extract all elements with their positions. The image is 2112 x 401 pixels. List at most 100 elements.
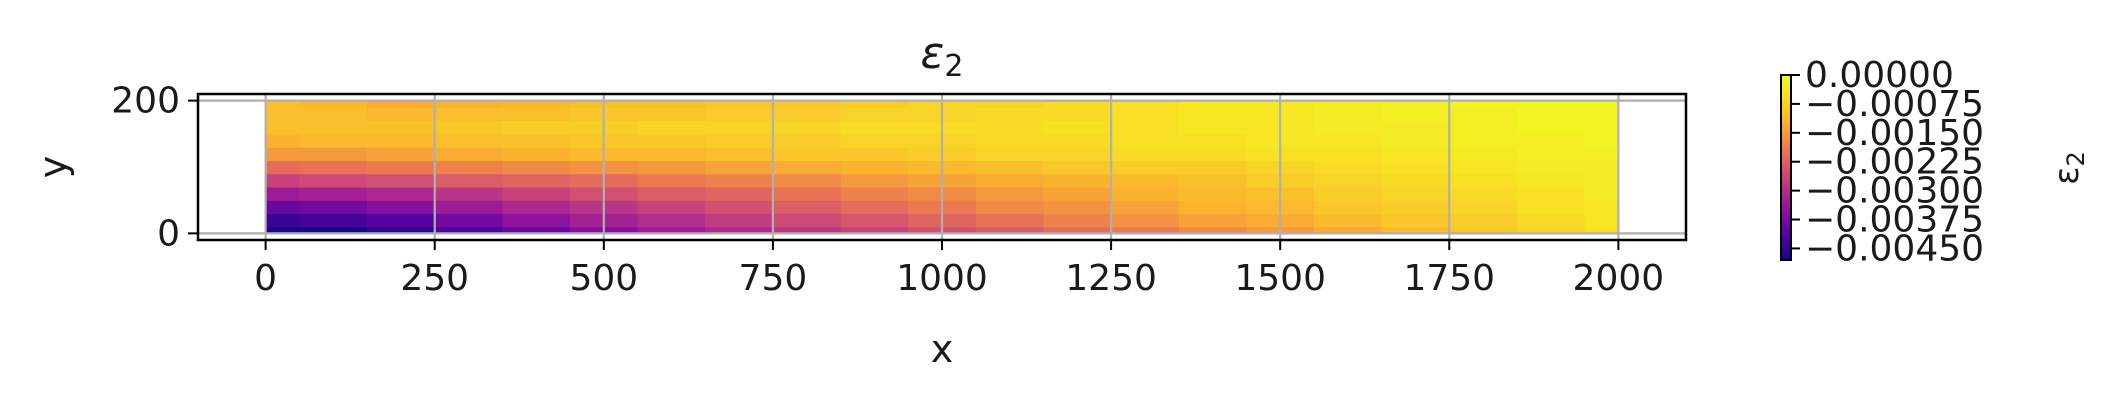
heatmap-cell (1314, 100, 1383, 108)
heatmap-cell (1314, 120, 1383, 135)
heatmap-cell (1314, 133, 1383, 148)
heatmap-cell (1178, 226, 1247, 234)
heatmap-cell (502, 133, 571, 148)
heatmap-cell (705, 147, 774, 161)
heatmap-cell (637, 213, 706, 228)
heatmap-cell (1043, 133, 1112, 148)
heatmap-cell (434, 100, 503, 108)
heatmap-cell (975, 120, 1045, 135)
heatmap-cell (1111, 100, 1180, 108)
heatmap-cell (1043, 120, 1112, 135)
heatmap-cell (434, 226, 503, 234)
x-tick-label: 0 (254, 258, 277, 299)
heatmap-cell (265, 226, 301, 234)
x-tick-label: 1500 (1234, 258, 1326, 299)
heatmap-cell (299, 200, 368, 215)
heatmap-cell (367, 186, 436, 201)
heatmap-cell (1516, 200, 1586, 215)
heatmap-cell (1043, 200, 1112, 215)
heatmap-cell (434, 173, 503, 188)
heatmap-cell (1516, 147, 1586, 161)
heatmap-cell (637, 107, 706, 122)
heatmap-cell (840, 173, 909, 188)
x-tick-label: 1750 (1403, 258, 1495, 299)
heatmap-cell (502, 160, 571, 175)
heatmap-cell (299, 186, 368, 201)
heatmap-cell (1111, 133, 1180, 148)
heatmap-cell (637, 200, 706, 215)
heatmap-cell (975, 200, 1045, 215)
x-tick-label: 500 (569, 258, 638, 299)
heatmap-cell (772, 147, 842, 161)
heatmap-cell (265, 120, 301, 135)
colorbar: 0.00000−0.00075−0.00150−0.00225−0.00300−… (1780, 55, 2090, 269)
heatmap-cell (1584, 100, 1619, 108)
heatmap-cell (1584, 173, 1619, 188)
heatmap-cell (1381, 173, 1450, 188)
heatmap-cell (367, 213, 436, 228)
heatmap-cell (367, 160, 436, 175)
colorbar-gradient (1780, 74, 1792, 261)
heatmap-cell (502, 173, 571, 188)
heatmap-cell (1178, 100, 1247, 108)
heatmap-cell (1043, 107, 1112, 122)
heatmap-cell (1449, 147, 1518, 161)
heatmap-cell (1516, 160, 1586, 175)
heatmap-cell (1584, 147, 1619, 161)
heatmap-cell (265, 133, 301, 148)
heatmap-cell (1111, 160, 1180, 175)
heatmap-cell (1381, 213, 1450, 228)
heatmap-cell (502, 200, 571, 215)
heatmap-cell (1314, 213, 1383, 228)
heatmap-cell (1584, 200, 1619, 215)
heatmap-cell (705, 200, 774, 215)
heatmap-cell (502, 213, 571, 228)
heatmap-cell (434, 160, 503, 175)
heatmap-cell (1043, 147, 1112, 161)
heatmap-cell (975, 107, 1045, 122)
heatmap-cell (1381, 100, 1450, 108)
heatmap-cell (1584, 226, 1619, 234)
x-tick-label: 1250 (1065, 258, 1157, 299)
heatmap-cell (1043, 173, 1112, 188)
heatmap-cell (1449, 133, 1518, 148)
heatmap-cell (1043, 100, 1112, 108)
heatmap-cell (1178, 173, 1247, 188)
heatmap-cell (840, 147, 909, 161)
heatmap-cell (1381, 147, 1450, 161)
heatmap-cell (1178, 120, 1247, 135)
chart-title: ε2 (921, 28, 964, 84)
heatmap-cell (1516, 173, 1586, 188)
x-axis-ticks: 0 250 500 750 1000 1250 1500 1750 2000 (254, 240, 1664, 299)
heatmap-cell (265, 160, 301, 175)
heatmap-cell (1178, 160, 1247, 175)
heatmap-cell (1111, 147, 1180, 161)
heatmap-cell (772, 226, 842, 234)
heatmap-cell (367, 173, 436, 188)
heatmap-cell (1178, 147, 1247, 161)
heatmap-cell (434, 186, 503, 201)
heatmap-cell (705, 120, 774, 135)
heatmap-cell (1516, 120, 1586, 135)
heatmap-cell (299, 120, 368, 135)
heatmap-cell (502, 107, 571, 122)
heatmap-cell (637, 133, 706, 148)
heatmap-cell (434, 107, 503, 122)
heatmap-cell (265, 100, 301, 108)
heatmap-cell (1314, 186, 1383, 201)
heatmap-cell (705, 186, 774, 201)
heatmap-cell (502, 226, 571, 234)
heatmap-cell (1111, 173, 1180, 188)
heatmap-cell (502, 186, 571, 201)
heatmap-cell (637, 226, 706, 234)
heatmap-cell (265, 173, 301, 188)
heatmap-cell (1111, 186, 1180, 201)
heatmap-cell (367, 200, 436, 215)
heatmap-cell (299, 133, 368, 148)
heatmap-cell (975, 213, 1045, 228)
heatmap-cell (299, 173, 368, 188)
heatmap-cell (840, 226, 909, 234)
colorbar-ticks: 0.00000−0.00075−0.00150−0.00225−0.00300−… (1791, 55, 1984, 269)
heatmap-cell (367, 226, 436, 234)
heatmap-cell (299, 107, 368, 122)
